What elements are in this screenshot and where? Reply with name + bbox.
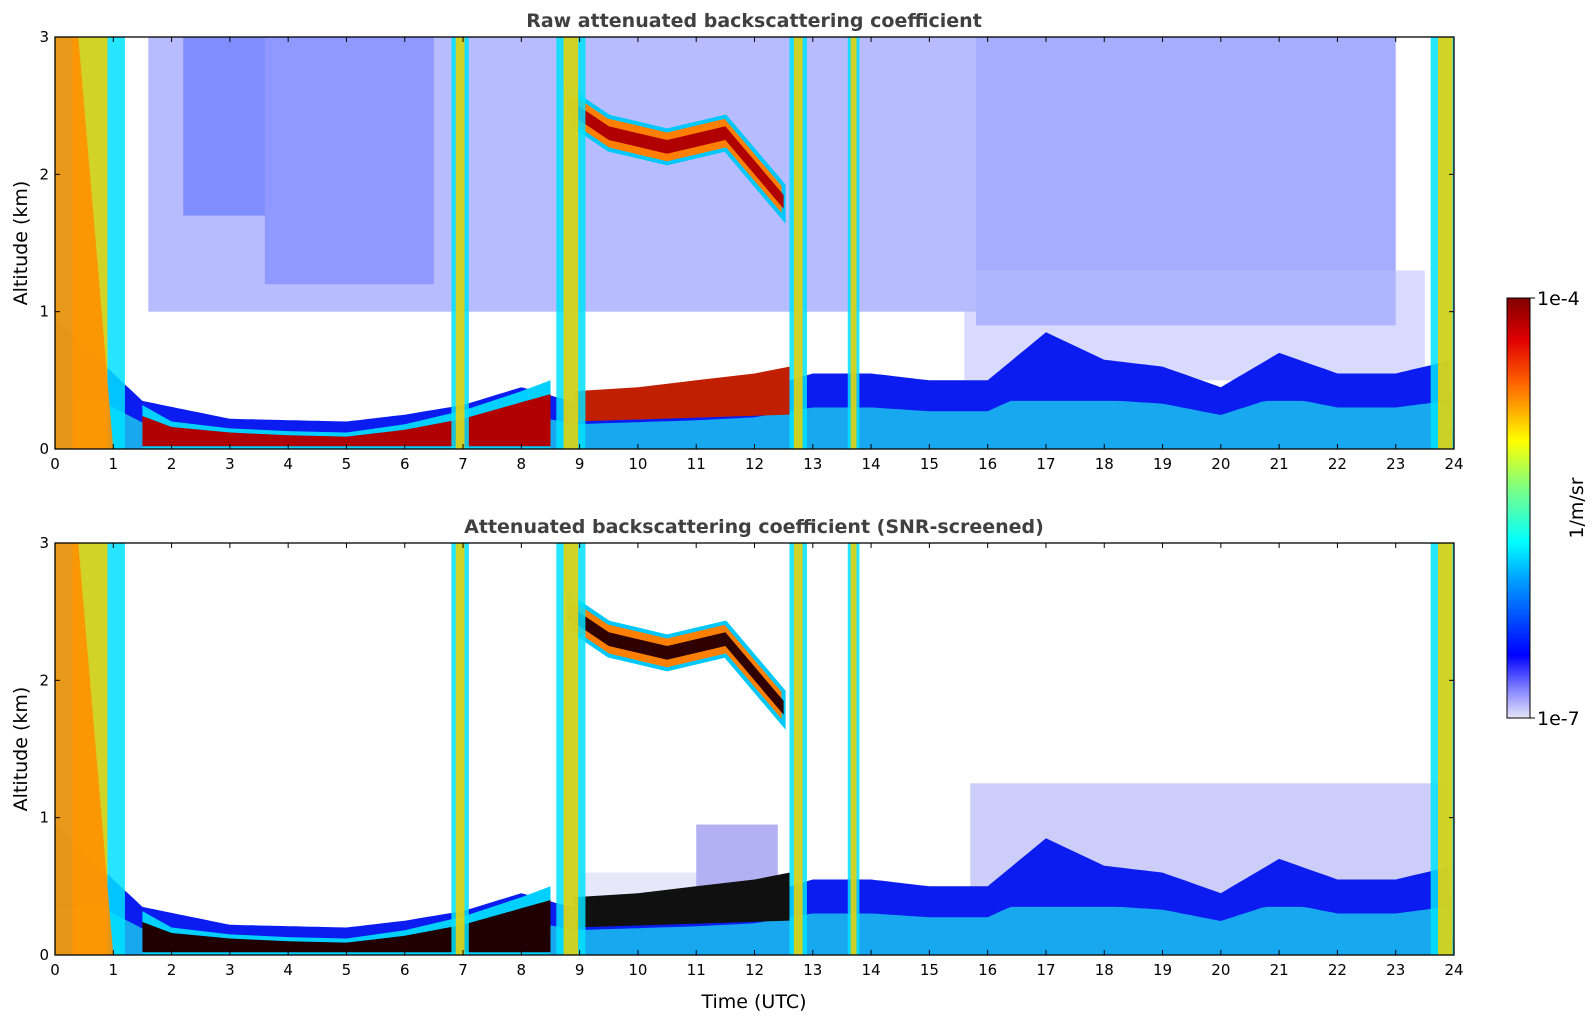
noise-field [264, 37, 434, 285]
precip-column-core [563, 37, 579, 449]
x-tick-label: 23 [1386, 961, 1405, 979]
y-tick-label: 3 [39, 28, 49, 46]
x-tick-label: 16 [978, 455, 997, 473]
x-tick-label: 12 [745, 455, 764, 473]
x-tick-label: 1 [109, 961, 119, 979]
x-axis-ticks: 0 1 2 3 4 5 6 7 8 9 10 11 12 13 14 15 16 17 18 19 20 21 22 23 24 [50, 37, 1464, 473]
x-axis-label: Time (UTC) [700, 991, 806, 1013]
x-tick-label: 17 [1036, 961, 1055, 979]
y-tick-label: 3 [39, 534, 49, 552]
x-tick-label: 15 [920, 455, 939, 473]
x-tick-label: 23 [1386, 455, 1405, 473]
y-tick-label: 1 [39, 303, 49, 321]
colorbar-min-label: 1e-7 [1537, 708, 1580, 730]
x-tick-label: 24 [1444, 455, 1463, 473]
heatmap-screened [55, 543, 1454, 955]
x-tick-label: 4 [283, 455, 293, 473]
precip-column-core [563, 543, 579, 955]
x-tick-label: 19 [1153, 961, 1172, 979]
noise-field [183, 37, 265, 216]
x-tick-label: 14 [862, 961, 881, 979]
x-tick-label: 6 [400, 455, 410, 473]
elevated-cloud-layer [566, 591, 786, 730]
heatmap-raw [55, 37, 1454, 449]
x-tick-label: 24 [1444, 961, 1463, 979]
x-tick-label: 4 [283, 961, 293, 979]
precip-column-core [793, 543, 803, 955]
colorbar-gradient [1506, 297, 1531, 719]
panel-raw: Raw attenuated backscattering coefficien… [10, 10, 1464, 473]
x-tick-label: 13 [803, 961, 822, 979]
colorbar: 1e-4 1e-7 1/m/sr [1506, 288, 1588, 730]
x-tick-label: 13 [803, 455, 822, 473]
precip-column-core [850, 37, 857, 449]
x-tick-label: 7 [458, 455, 468, 473]
x-tick-label: 22 [1328, 455, 1347, 473]
precip-column-core [1437, 37, 1453, 449]
y-axis-label: Altitude (km) [10, 687, 32, 812]
x-tick-label: 21 [1270, 961, 1289, 979]
x-tick-label: 2 [167, 961, 177, 979]
x-tick-label: 11 [687, 961, 706, 979]
x-tick-label: 0 [50, 455, 60, 473]
x-tick-label: 5 [342, 961, 352, 979]
aerosol-layer-core [142, 394, 551, 447]
y-axis-label: Altitude (km) [10, 181, 32, 306]
x-tick-label: 18 [1095, 961, 1114, 979]
elevated-cloud-core [568, 604, 784, 715]
x-tick-label: 0 [50, 961, 60, 979]
panel-screened: Attenuated backscattering coefficient (S… [10, 516, 1464, 1013]
colorbar-label: 1/m/sr [1566, 477, 1588, 538]
panel-title: Attenuated backscattering coefficient (S… [464, 516, 1044, 538]
x-tick-label: 16 [978, 961, 997, 979]
x-tick-label: 14 [862, 455, 881, 473]
elevated-cloud-layer [566, 85, 786, 224]
elevated-cloud-core [568, 98, 784, 209]
colorbar-max-label: 1e-4 [1537, 288, 1580, 310]
aerosol-layer-core [142, 900, 551, 953]
x-tick-label: 11 [687, 455, 706, 473]
y-tick-label: 1 [39, 809, 49, 827]
x-tick-label: 9 [575, 961, 585, 979]
x-tick-label: 19 [1153, 455, 1172, 473]
x-tick-label: 7 [458, 961, 468, 979]
y-tick-label: 0 [39, 946, 49, 964]
x-tick-label: 8 [517, 961, 527, 979]
y-tick-label: 2 [39, 165, 49, 183]
precip-column-core [1437, 543, 1453, 955]
precip-column-core [455, 543, 465, 955]
x-tick-label: 5 [342, 455, 352, 473]
x-tick-label: 8 [517, 455, 527, 473]
x-tick-label: 15 [920, 961, 939, 979]
x-tick-label: 3 [225, 455, 235, 473]
x-tick-label: 22 [1328, 961, 1347, 979]
x-tick-label: 20 [1211, 455, 1230, 473]
precip-column-core [455, 37, 465, 449]
precip-column-core [793, 37, 803, 449]
x-tick-label: 17 [1036, 455, 1055, 473]
rain-event-left [55, 37, 114, 449]
x-tick-label: 20 [1211, 961, 1230, 979]
x-tick-label: 6 [400, 961, 410, 979]
rain-event-left [55, 543, 114, 955]
precip-column-core [850, 543, 857, 955]
y-tick-label: 2 [39, 671, 49, 689]
y-axis-ticks: 0 1 2 3 [39, 534, 1454, 964]
x-tick-label: 12 [745, 961, 764, 979]
x-axis-ticks: 0 1 2 3 4 5 6 7 8 9 10 11 12 13 14 15 16 17 18 19 20 21 22 23 24 [50, 543, 1464, 979]
panel-title: Raw attenuated backscattering coefficien… [526, 10, 982, 32]
y-tick-label: 0 [39, 440, 49, 458]
cloud-base-layer [573, 366, 790, 422]
x-tick-label: 10 [628, 455, 647, 473]
x-tick-label: 21 [1270, 455, 1289, 473]
x-tick-label: 1 [109, 455, 119, 473]
x-tick-label: 10 [628, 961, 647, 979]
y-axis-ticks: 0 1 2 3 [39, 28, 1454, 458]
x-tick-label: 18 [1095, 455, 1114, 473]
cloud-base-layer [573, 872, 790, 928]
x-tick-label: 2 [167, 455, 177, 473]
x-tick-label: 3 [225, 961, 235, 979]
x-tick-label: 9 [575, 455, 585, 473]
